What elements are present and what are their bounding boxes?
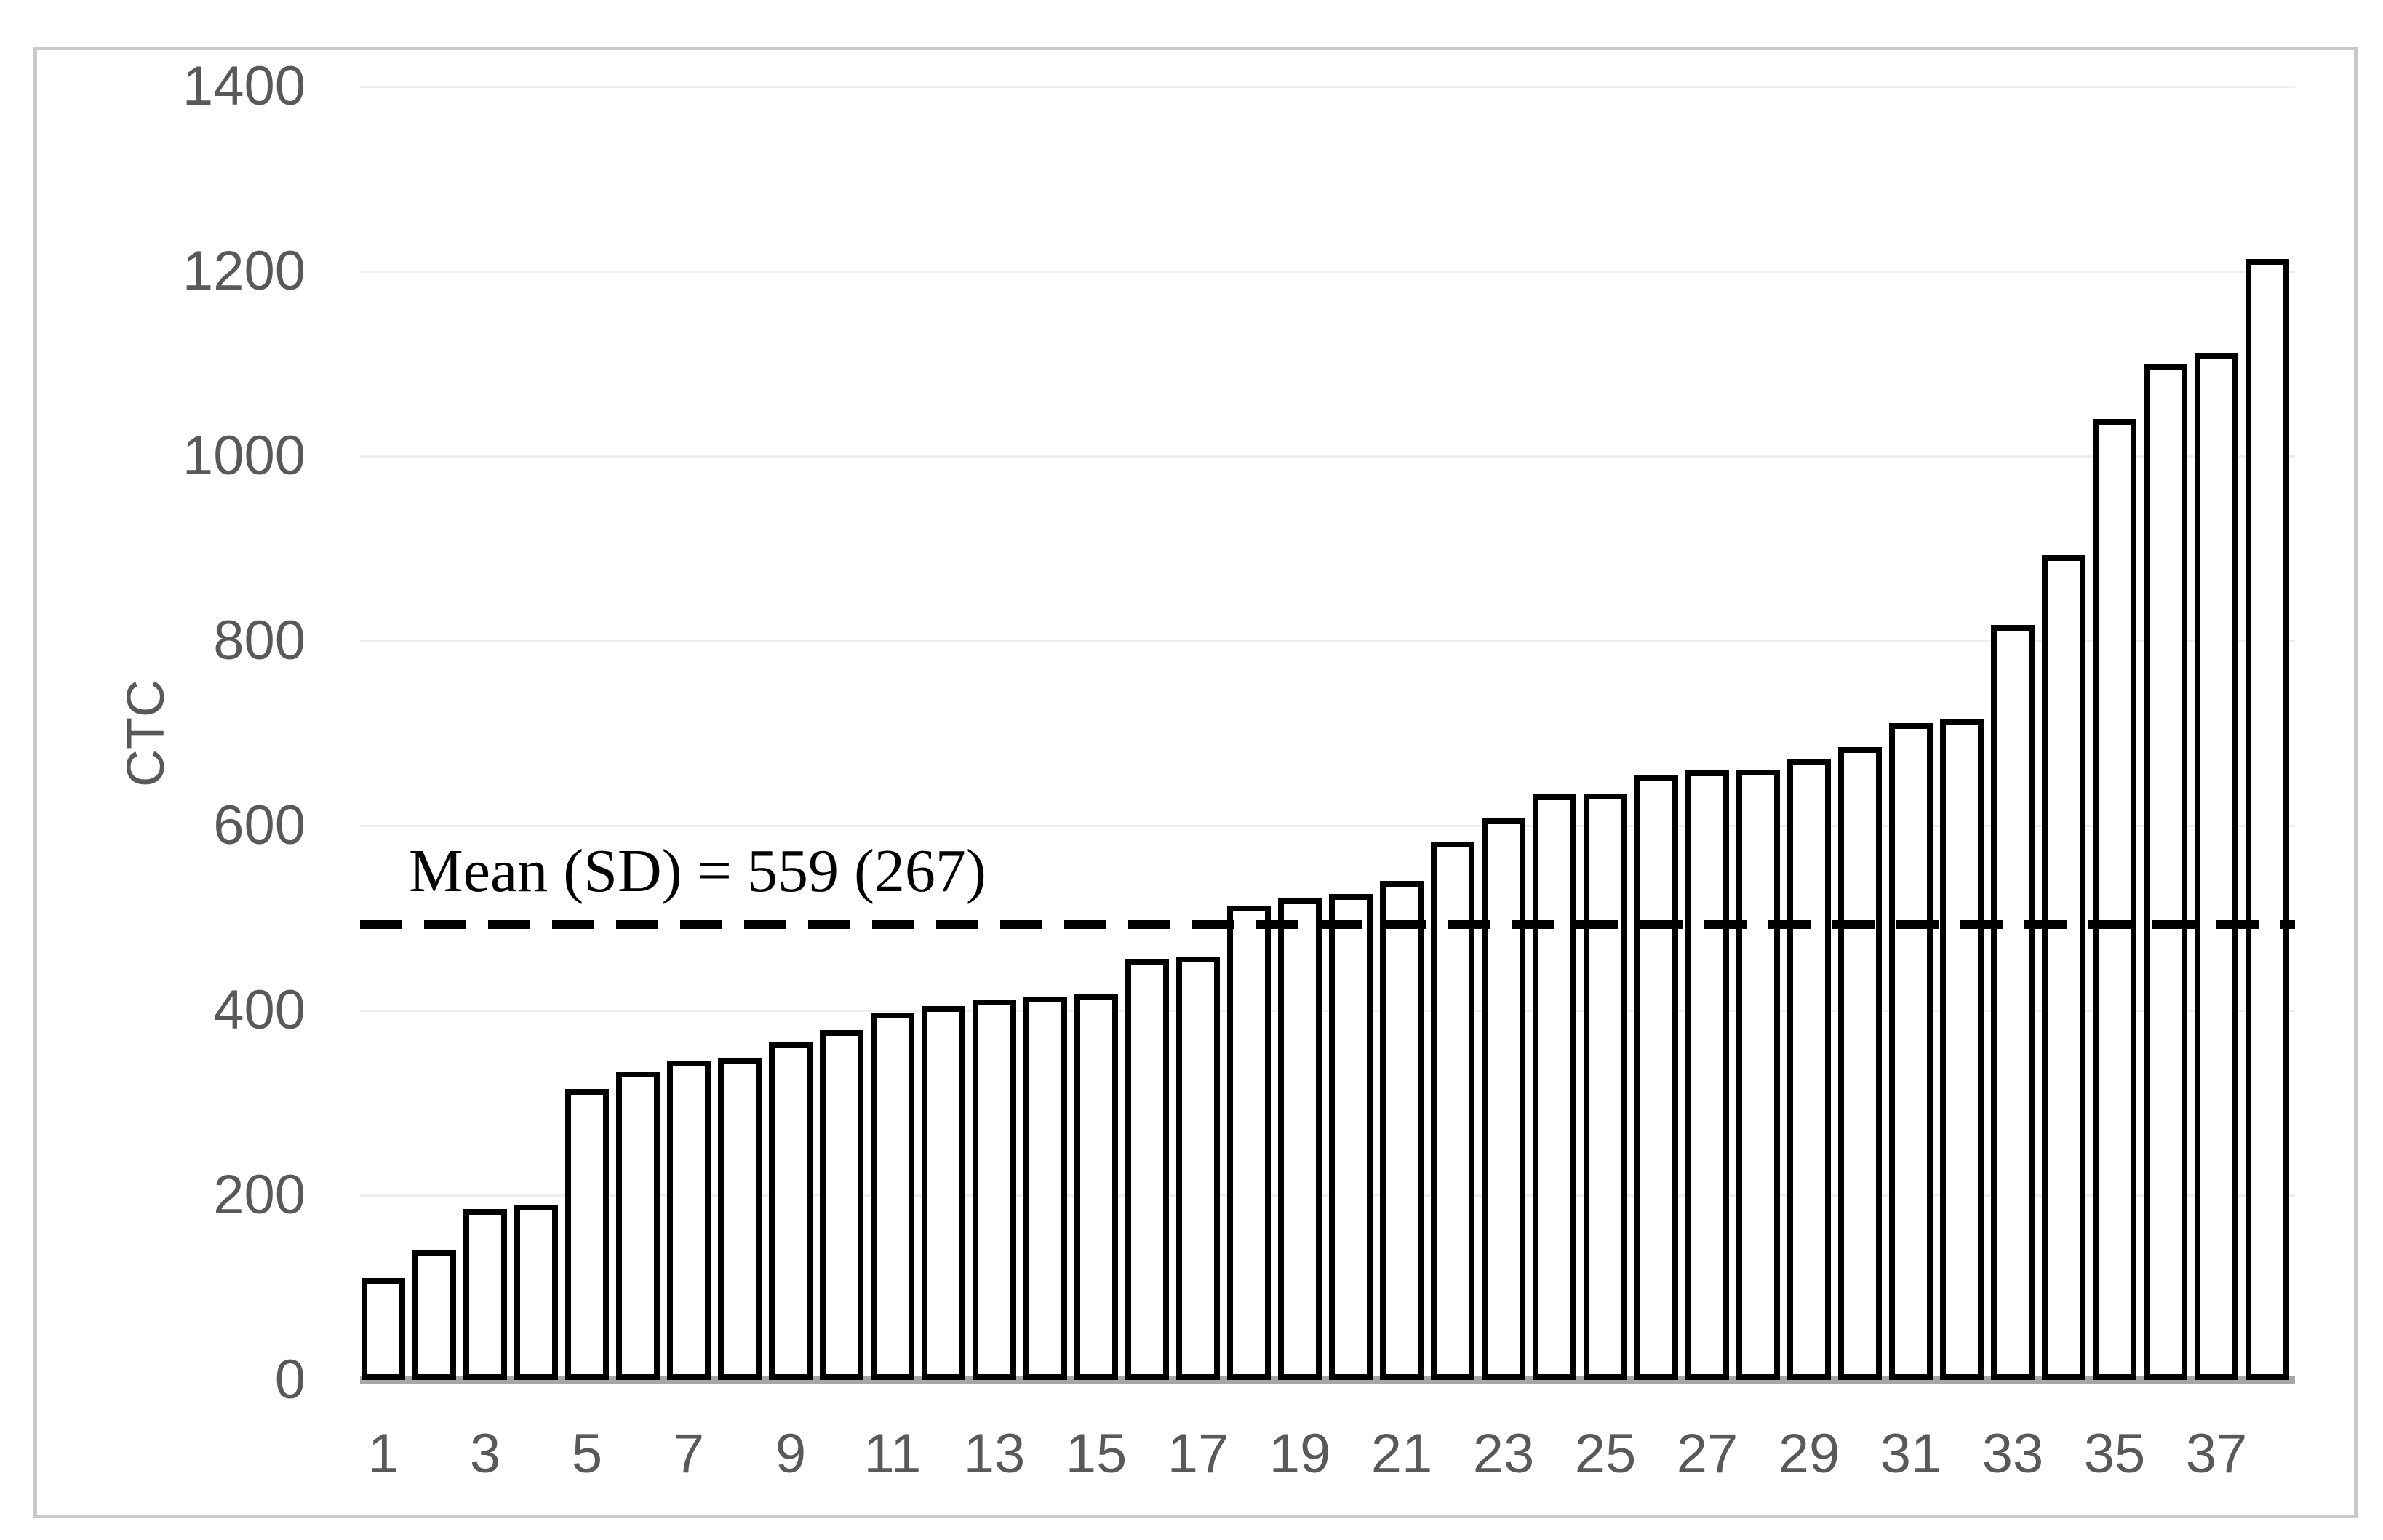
bar <box>1584 794 1627 1380</box>
bar <box>1533 794 1576 1380</box>
bar <box>1634 775 1678 1380</box>
y-tick-label: 1400 <box>182 55 306 117</box>
bar <box>362 1278 405 1380</box>
bar <box>463 1209 507 1380</box>
bar <box>1227 906 1271 1380</box>
x-tick-label: 13 <box>963 1423 1026 1485</box>
mean-annotation-text: Mean (SD) = 559 (267) <box>409 837 986 905</box>
y-axis-title: CTC <box>117 679 175 787</box>
y-tick-label: 1200 <box>182 240 306 302</box>
y-tick-label: 0 <box>274 1349 306 1411</box>
bar <box>820 1030 863 1380</box>
bar <box>2195 353 2238 1380</box>
y-tick-label: 800 <box>213 610 306 671</box>
bar <box>1889 723 1933 1380</box>
x-tick-label: 3 <box>469 1423 501 1485</box>
gridline <box>360 455 2295 458</box>
gridline <box>360 824 2295 827</box>
x-tick-label: 19 <box>1269 1423 1331 1485</box>
x-tick-label: 37 <box>2185 1423 2248 1485</box>
bar <box>2144 364 2187 1380</box>
bar <box>1838 747 1882 1380</box>
bar <box>1278 898 1322 1380</box>
x-tick-label: 1 <box>367 1423 399 1485</box>
y-tick-label: 400 <box>213 979 306 1041</box>
bar <box>1431 842 1474 1380</box>
bar <box>412 1250 456 1380</box>
x-tick-label: 29 <box>1778 1423 1840 1485</box>
x-tick-label: 27 <box>1676 1423 1739 1485</box>
x-axis-line <box>360 1376 2295 1384</box>
plot-area: Mean (SD) = 559 (267) 1 3 5 7 9 11 13 15 17 19 21 2… <box>360 85 2295 1485</box>
x-tick-label: 15 <box>1065 1423 1127 1485</box>
gridline <box>360 270 2295 273</box>
x-tick-label: 5 <box>571 1423 603 1485</box>
gridline <box>360 639 2295 642</box>
x-tick-label: 17 <box>1167 1423 1229 1485</box>
bar <box>514 1205 558 1380</box>
bar <box>871 1013 914 1380</box>
bar <box>1685 770 1729 1380</box>
x-tick-label: 25 <box>1574 1423 1637 1485</box>
x-tick-label: 23 <box>1472 1423 1535 1485</box>
figure-frame: CTC Mean (SD) = 559 (267) 1 3 5 7 9 11 13 15 17 1… <box>33 47 2358 1518</box>
bar <box>1074 994 1118 1380</box>
bar <box>1736 770 1780 1380</box>
bar <box>1482 818 1525 1380</box>
x-tick-label: 31 <box>1880 1423 1942 1485</box>
y-tick-label: 600 <box>213 794 306 856</box>
bar <box>565 1089 609 1380</box>
bar <box>2042 555 2085 1380</box>
mean-dashed-line <box>360 919 2295 929</box>
bar <box>1176 957 1220 1380</box>
x-tick-label: 9 <box>775 1423 807 1485</box>
gridline <box>360 1009 2295 1012</box>
bar <box>2246 259 2289 1380</box>
bar <box>922 1006 965 1380</box>
bar <box>667 1061 711 1380</box>
bar <box>973 1000 1016 1380</box>
bar <box>1125 959 1169 1380</box>
bar <box>1787 759 1831 1380</box>
bar <box>2093 419 2136 1380</box>
x-tick-label: 11 <box>863 1423 922 1485</box>
x-tick-label: 35 <box>2083 1423 2146 1485</box>
bar <box>1991 625 2035 1380</box>
bar <box>616 1072 660 1380</box>
x-tick-label: 7 <box>673 1423 705 1485</box>
bar <box>1940 719 1984 1380</box>
gridline <box>360 85 2295 88</box>
y-tick-label: 200 <box>213 1164 306 1226</box>
bar <box>1329 894 1373 1380</box>
bar <box>718 1058 762 1380</box>
x-tick-label: 21 <box>1370 1423 1433 1485</box>
x-tick-label: 33 <box>1981 1423 2044 1485</box>
bar <box>1380 881 1424 1380</box>
bar <box>769 1042 813 1380</box>
gridline <box>360 1194 2295 1197</box>
bar <box>1023 997 1067 1380</box>
y-tick-label: 1000 <box>182 425 306 487</box>
